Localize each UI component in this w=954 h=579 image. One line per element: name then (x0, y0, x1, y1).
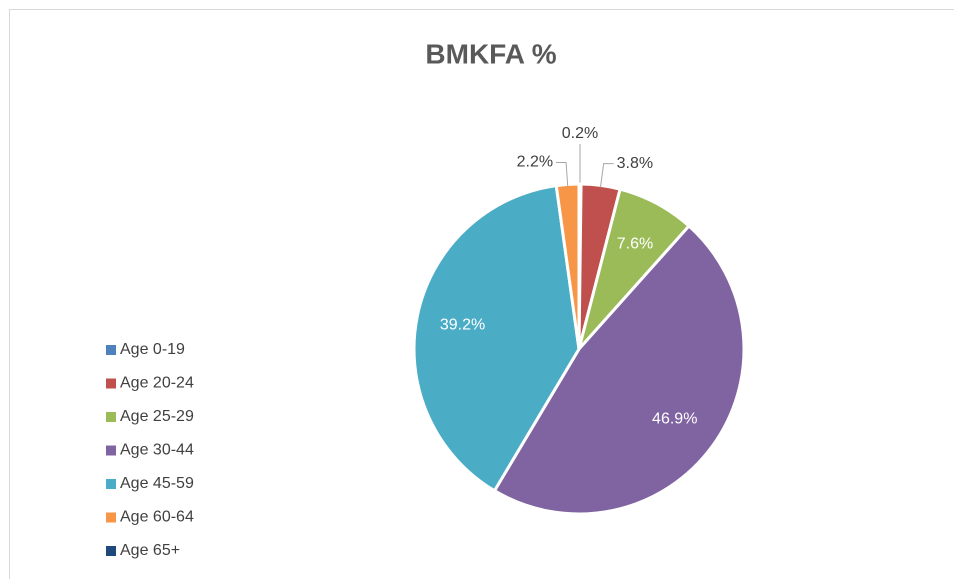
legend-swatch (106, 412, 116, 422)
legend-label: Age 30-44 (120, 442, 194, 459)
legend-label: Age 25-29 (120, 408, 194, 425)
data-label: 7.6% (617, 235, 653, 252)
legend-swatch (106, 479, 116, 489)
legend-swatch (106, 546, 116, 556)
legend-label: Age 45-59 (120, 475, 194, 492)
chart-title: BMKFA % (425, 38, 556, 69)
legend-swatch (106, 512, 116, 523)
pie-slice (492, 223, 746, 516)
leader-line (556, 161, 569, 187)
leader-line (599, 163, 614, 188)
legend-label: Age 20-24 (120, 375, 194, 392)
data-label: 0.2% (562, 125, 598, 142)
data-label: 46.9% (652, 411, 697, 428)
legend-swatch (106, 378, 116, 389)
legend-label: Age 0-19 (120, 341, 185, 358)
data-label: 2.2% (517, 154, 553, 171)
data-label: 39.2% (440, 317, 485, 334)
legend-swatch (106, 445, 116, 456)
data-label: 3.8% (617, 155, 653, 172)
legend-label: Age 65+ (120, 542, 180, 559)
pie-slice (412, 183, 581, 493)
legend-swatch (106, 345, 116, 355)
legend-label: Age 60-64 (120, 509, 194, 526)
